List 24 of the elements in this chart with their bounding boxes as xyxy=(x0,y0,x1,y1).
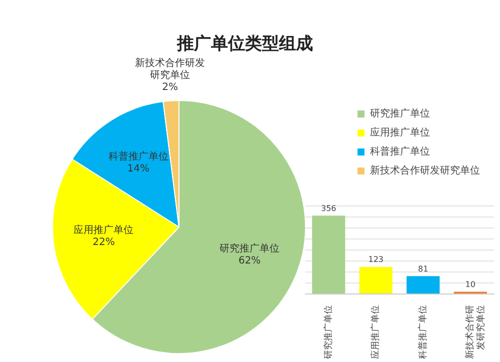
slice-label: 应用推广单位 xyxy=(74,224,134,236)
slice-label: 科普推广单位 xyxy=(108,150,168,163)
legend-label: 科普推广单位 xyxy=(370,146,430,158)
data-label: 2% xyxy=(162,82,178,94)
x-tick-label: 科普推广单位 xyxy=(417,305,428,359)
data-label: 14% xyxy=(127,164,150,175)
data-label: 81 xyxy=(418,264,428,274)
chart-title: 推广单位类型组成 xyxy=(176,33,314,55)
legend-label: 新技术合作研发研究单位 xyxy=(370,164,480,177)
data-label: 22% xyxy=(92,237,115,248)
x-tick-label: 研究推广单位 xyxy=(322,305,334,359)
x-tick-label: 应用推广单位 xyxy=(370,305,382,359)
bar xyxy=(359,266,392,294)
data-label: 62% xyxy=(238,256,261,267)
data-label: 356 xyxy=(320,204,336,213)
legend-label: 应用推广单位 xyxy=(370,126,430,139)
bar xyxy=(312,216,346,294)
data-label: 10 xyxy=(465,280,476,289)
slice-label: 研究推广单位 xyxy=(220,242,280,255)
x-tick-label: 新技术合作研发研究单位 xyxy=(464,305,487,359)
data-label: 123 xyxy=(368,255,384,264)
bar xyxy=(406,276,440,294)
legend-label: 研究推广单位 xyxy=(370,108,430,120)
category-label: 新技术合作研发研究单位 xyxy=(135,58,206,82)
